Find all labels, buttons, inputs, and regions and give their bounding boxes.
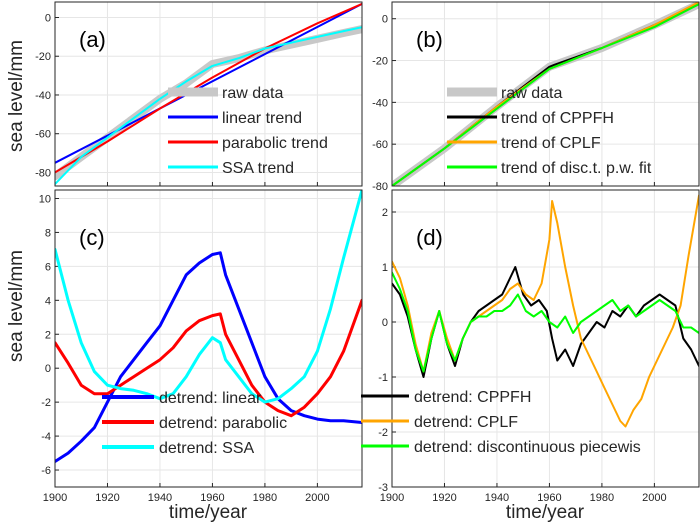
y-tick-label: -20 xyxy=(372,56,388,68)
series-line xyxy=(392,3,699,186)
plot-area xyxy=(392,190,699,487)
x-tick-label: 1920 xyxy=(432,492,456,504)
legend-label: parabolic trend xyxy=(222,135,328,152)
series-line xyxy=(55,26,362,186)
x-tick-label: 2000 xyxy=(305,492,329,504)
x-tick-label: 1940 xyxy=(485,492,509,504)
y-tick-label: -3 xyxy=(378,482,388,494)
y-tick-label: 1 xyxy=(382,262,388,274)
series-line xyxy=(55,298,362,418)
panel-label: (a) xyxy=(79,27,106,52)
x-tick-label: 1900 xyxy=(380,492,404,504)
axes-box xyxy=(391,1,700,187)
y-tick-label: 0 xyxy=(45,363,51,375)
y-tick-label: 0 xyxy=(45,12,51,24)
x-tick-label: 2000 xyxy=(642,492,666,504)
series-line xyxy=(392,271,699,373)
legend-label: detrend: discontinuous piecewis xyxy=(414,439,641,456)
y-tick-label: 2 xyxy=(382,207,388,219)
plot-area xyxy=(392,2,699,186)
axes-box xyxy=(391,189,700,488)
y-tick-label: -2 xyxy=(378,427,388,439)
legend-label: raw data xyxy=(222,85,283,102)
legend-label: SSA trend xyxy=(222,160,294,177)
legend-label: trend of CPLF xyxy=(501,135,601,152)
x-tick-label: 1900 xyxy=(43,492,67,504)
y-tick-label: -60 xyxy=(372,139,388,151)
x-tick-label: 1920 xyxy=(95,492,119,504)
series-group xyxy=(392,2,699,186)
legend-label: detrend: SSA xyxy=(159,440,255,457)
y-tick-label: 8 xyxy=(45,227,51,239)
x-axis-label-right: time/year xyxy=(506,502,585,523)
legend-label: detrend: CPLF xyxy=(414,414,518,431)
panel-label: (b) xyxy=(416,27,443,52)
panel-label: (d) xyxy=(416,225,443,250)
y-tick-label: -40 xyxy=(35,90,51,102)
y-axis-label-bottom: sea level/mm xyxy=(6,250,27,362)
series-group xyxy=(55,2,362,186)
legend-label: raw data xyxy=(501,85,562,102)
y-tick-label: 0 xyxy=(382,14,388,26)
y-tick-label: -2 xyxy=(41,397,51,409)
y-tick-label: 4 xyxy=(45,295,51,307)
series-group xyxy=(55,190,362,463)
plot-area xyxy=(55,190,362,487)
legend-label: detrend: CPPFH xyxy=(414,389,531,406)
panel-c: 1900 1920 1940 1960 1980 2000 -6 -4 -2 0 2 4 6 8 10 (c) xyxy=(39,189,363,504)
x-tick-label: 1960 xyxy=(537,492,561,504)
y-axis-label-top: sea level/mm xyxy=(6,40,27,152)
axes-box xyxy=(54,189,363,488)
y-tick-label: -20 xyxy=(35,51,51,63)
series-line xyxy=(55,251,362,463)
y-tick-label: 0 xyxy=(382,317,388,329)
y-tick-label: -80 xyxy=(372,181,388,193)
x-tick-label: 1940 xyxy=(148,492,172,504)
y-tick-label: -80 xyxy=(35,167,51,179)
y-tick-label: 2 xyxy=(45,329,51,341)
y-tick-label: -6 xyxy=(41,465,51,477)
series-line xyxy=(55,190,362,404)
legend-label: detrend: parabolic xyxy=(159,415,287,432)
y-tick-label: -1 xyxy=(378,372,388,384)
y-tick-label: 10 xyxy=(39,193,51,205)
y-tick-label: -60 xyxy=(35,129,51,141)
legend-label: detrend: linear xyxy=(159,390,262,407)
panel-b: -80 -60 -40 -20 0 (b) xyxy=(372,1,700,193)
x-tick-label: 1980 xyxy=(590,492,614,504)
series-line xyxy=(55,2,362,174)
axes-box xyxy=(54,1,363,187)
panel-d: 1900 1920 1940 1960 1980 2000 -3 -2 -1 0 1 2 (d) xyxy=(378,189,700,504)
legend-label: trend of disc.t. p.w. fit xyxy=(501,160,652,177)
y-tick-label: 6 xyxy=(45,261,51,273)
series-group xyxy=(392,194,699,428)
legend-label: trend of CPPFH xyxy=(501,110,614,127)
panel-label: (c) xyxy=(79,225,105,250)
x-tick-label: 1960 xyxy=(200,492,224,504)
y-tick-label: -4 xyxy=(41,431,51,443)
series-line xyxy=(55,2,362,164)
x-tick-label: 1980 xyxy=(253,492,277,504)
legend-label: linear trend xyxy=(222,110,302,127)
y-tick-label: -40 xyxy=(372,97,388,109)
x-axis-label-left: time/year xyxy=(169,502,248,523)
